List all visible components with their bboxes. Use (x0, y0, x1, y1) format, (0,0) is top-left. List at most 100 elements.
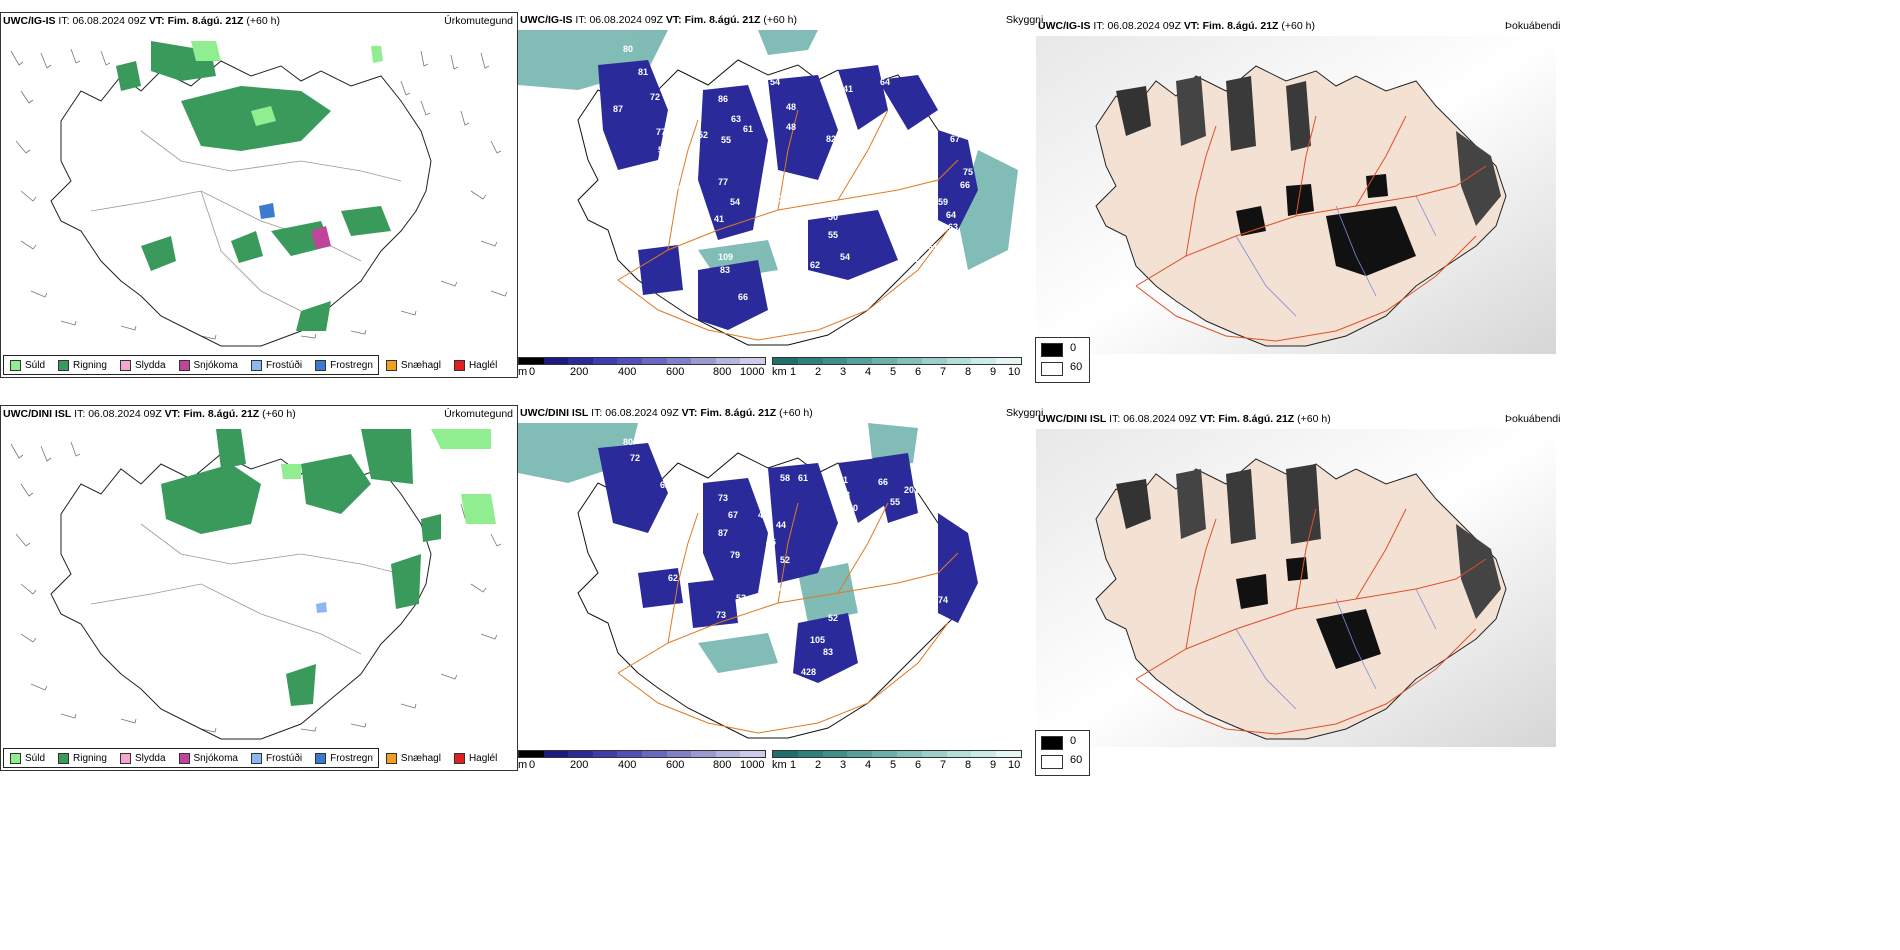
cloud-title: Skyggni (1006, 14, 1044, 26)
cloud-label: 58 (780, 473, 790, 483)
scale-tick: 1000 (740, 759, 765, 771)
cloud-label: 81 (638, 67, 648, 77)
fog-map (1036, 36, 1556, 354)
cloud-base-colorbar (518, 750, 766, 758)
cloud-label: 79 (730, 550, 740, 560)
cloud-label: 63 (948, 222, 958, 232)
precip-panel-bottom: UWC/DINI ISL IT: 06.08.2024 09Z VT: Fim.… (0, 405, 518, 771)
scale-tick: 1000 (740, 366, 765, 378)
legend-item: Haglél (453, 752, 497, 764)
cloud-label: 61 (743, 124, 753, 134)
cloud-label: 53 (840, 490, 850, 500)
cloud-label: 49 (678, 182, 688, 192)
legend-item: Rigning (58, 752, 107, 764)
legend-item: Súld (10, 752, 45, 764)
fog-panel-bottom: Skyggni UWC/DINI ISL IT: 06.08.2024 09Z … (1006, 405, 1900, 776)
wind-barbs (10, 48, 508, 340)
scale-tick: 2 (815, 366, 822, 378)
scale-tick: 3 (840, 366, 847, 378)
panel-header: UWC/IG-IS IT: 06.08.2024 09Z VT: Fim. 8.… (1038, 20, 1315, 32)
precip-map (10, 429, 502, 740)
cloud-label: 59 (938, 197, 948, 207)
scale-tick: 7 (940, 366, 947, 378)
cloud-base-unit: m (518, 366, 528, 378)
precip-panel-top: UWC/IG-IS IT: 06.08.2024 09Z VT: Fim. 8.… (0, 12, 518, 378)
cloud-label: 64 (893, 262, 903, 272)
legend-item: Frostúði (250, 359, 302, 371)
cloud-label: 87 (613, 104, 623, 114)
cloud-label: 87 (718, 528, 728, 538)
fog-scale-black (1041, 343, 1063, 357)
cloud-label: 83 (823, 647, 833, 657)
precip-title: Úrkomutegund (444, 408, 513, 420)
cloud-label: 72 (650, 92, 660, 102)
scale-tick: 5 (890, 759, 897, 771)
cloud-label: 62 (810, 260, 820, 270)
cloud-label: 60 (776, 583, 786, 593)
cloud-label: 41 (714, 214, 724, 224)
legend-item: Frostúði (250, 752, 302, 764)
legend-item: Snæhagl (385, 359, 441, 371)
cloud-label: 52 (698, 130, 708, 140)
scale-tick: 800 (713, 366, 732, 378)
cloud-label: 59 (933, 222, 943, 232)
cloud-label: 66 (960, 180, 970, 190)
cloud-label: 53 (736, 593, 746, 603)
fog-tick-60: 60 (1070, 754, 1083, 766)
cloud-label: 60 (848, 503, 858, 513)
fog-tick-0: 0 (1070, 735, 1077, 747)
visibility-colorbar (772, 357, 1022, 365)
legend-item: Frostregn (315, 752, 373, 764)
panel-header: UWC/DINI ISL IT: 06.08.2024 09Z VT: Fim.… (3, 408, 296, 420)
scale-tick: 6 (915, 366, 922, 378)
cloud-label: 77 (718, 177, 728, 187)
legend-item: Snjókoma (178, 359, 238, 371)
scale-tick: 0 (529, 759, 536, 771)
cloud-base-labels: 80 81 72 50 87 86 54 48 41 64 77 63 59 5… (613, 44, 973, 332)
scale-tick: 400 (618, 759, 637, 771)
cloud-label: 82 (738, 690, 748, 700)
cloud-base-colorbar (518, 357, 766, 365)
cloud-label: 109 (718, 252, 733, 262)
scale-tick: 9 (990, 759, 997, 771)
legend-item: Rigning (58, 359, 107, 371)
fog-title: Þokuábendi (1505, 413, 1561, 425)
cloud-label: 50 (670, 92, 680, 102)
scale-tick: 6 (915, 759, 922, 771)
scale-tick: 7 (940, 759, 947, 771)
fog-rivers (1235, 195, 1437, 317)
cloud-label: 41 (843, 84, 853, 94)
legend-item: Slydda (119, 359, 166, 371)
fog-tick-0: 0 (1070, 342, 1077, 354)
cloud-label: 48 (786, 102, 796, 112)
cloud-label: 100 (658, 527, 673, 537)
cloud-label: 52 (828, 613, 838, 623)
cloud-label: 105 (810, 635, 825, 645)
roads (617, 109, 959, 341)
fog-scale-black (1041, 736, 1063, 750)
fog-tick-60: 60 (1070, 361, 1083, 373)
cloud-label: 54 (770, 77, 780, 87)
cloud-label: 48 (786, 122, 796, 132)
precip-legend: Súld Rigning Slydda Snjókoma Frostúði Fr… (3, 748, 497, 768)
cloud-panel-bottom: UWC/DINI ISL IT: 06.08.2024 09Z VT: Fim.… (518, 405, 1030, 771)
cloud-label: 73 (718, 493, 728, 503)
iceland-outline (50, 60, 432, 347)
scale-tick: 9 (990, 366, 997, 378)
cloud-label: 75 (963, 167, 973, 177)
cloud-label: 91 (920, 485, 930, 495)
cloud-label: 55 (890, 497, 900, 507)
cloud-label: 62 (910, 254, 920, 264)
cloud-label: 80 (623, 437, 633, 447)
cloud-label: 48 (758, 510, 768, 520)
precip-areas (116, 41, 391, 331)
cloud-label: 60 (758, 477, 768, 487)
fog-map (1036, 429, 1556, 747)
legend-item: Slydda (119, 752, 166, 764)
precip-title: Úrkomutegund (444, 15, 513, 27)
scale-tick: 200 (570, 759, 589, 771)
scale-tick: 0 (529, 366, 536, 378)
visibility-colorbar (772, 750, 1022, 758)
fog-areas (1116, 76, 1501, 276)
fog-panel-top: Skyggni UWC/IG-IS IT: 06.08.2024 09Z VT:… (1006, 12, 1900, 383)
